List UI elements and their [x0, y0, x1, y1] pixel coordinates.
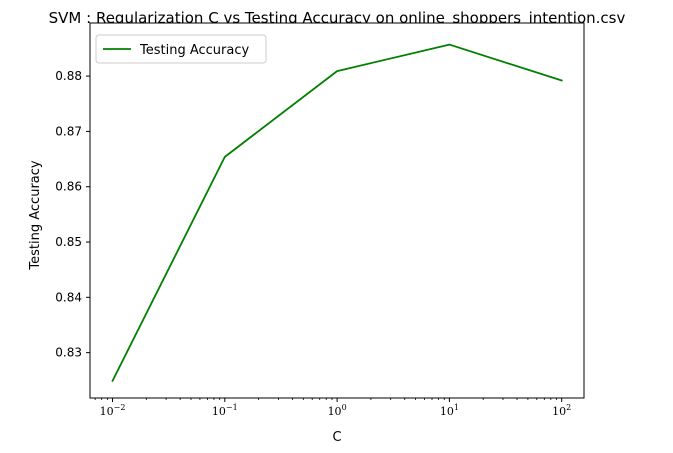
series-layer — [111, 43, 563, 383]
x-tick-base: 10 — [100, 405, 114, 418]
y-axis-label: Testing Accuracy — [28, 160, 43, 270]
y-tick-label: 0.85 — [55, 235, 82, 249]
y-tick-label: 0.86 — [55, 180, 82, 194]
y-tick-label: 0.87 — [55, 124, 82, 138]
x-tick-label: 10−2 — [100, 403, 126, 418]
legend: Testing Accuracy — [95, 34, 267, 64]
x-tick-label: 102 — [552, 403, 571, 418]
x-tick-base: 10 — [440, 405, 454, 418]
x-tick-exponent: −2 — [114, 403, 126, 412]
x-axis-label: C — [332, 430, 341, 445]
x-tick-exponent: 0 — [342, 403, 347, 412]
legend-label-testing-accuracy: Testing Accuracy — [139, 43, 249, 58]
x-tick-base: 10 — [212, 405, 226, 418]
x-tick-exponent: −1 — [226, 403, 238, 412]
x-tick-exponent: 1 — [454, 403, 459, 412]
plot-area — [90, 23, 584, 398]
x-tick-label: 101 — [440, 403, 459, 418]
y-tick-label: 0.84 — [55, 290, 82, 304]
x-tick-label: 10−1 — [212, 403, 238, 418]
legend-box — [95, 34, 267, 64]
x-tick-exponent: 2 — [566, 403, 571, 412]
y-tick-label: 0.83 — [55, 346, 82, 360]
y-tick-label: 0.88 — [55, 69, 82, 83]
x-tick-label: 100 — [328, 403, 347, 418]
x-tick-base: 10 — [328, 405, 342, 418]
x-tick-base: 10 — [552, 405, 566, 418]
plot-frame — [89, 22, 585, 399]
series-line-testing-accuracy — [111, 43, 563, 383]
